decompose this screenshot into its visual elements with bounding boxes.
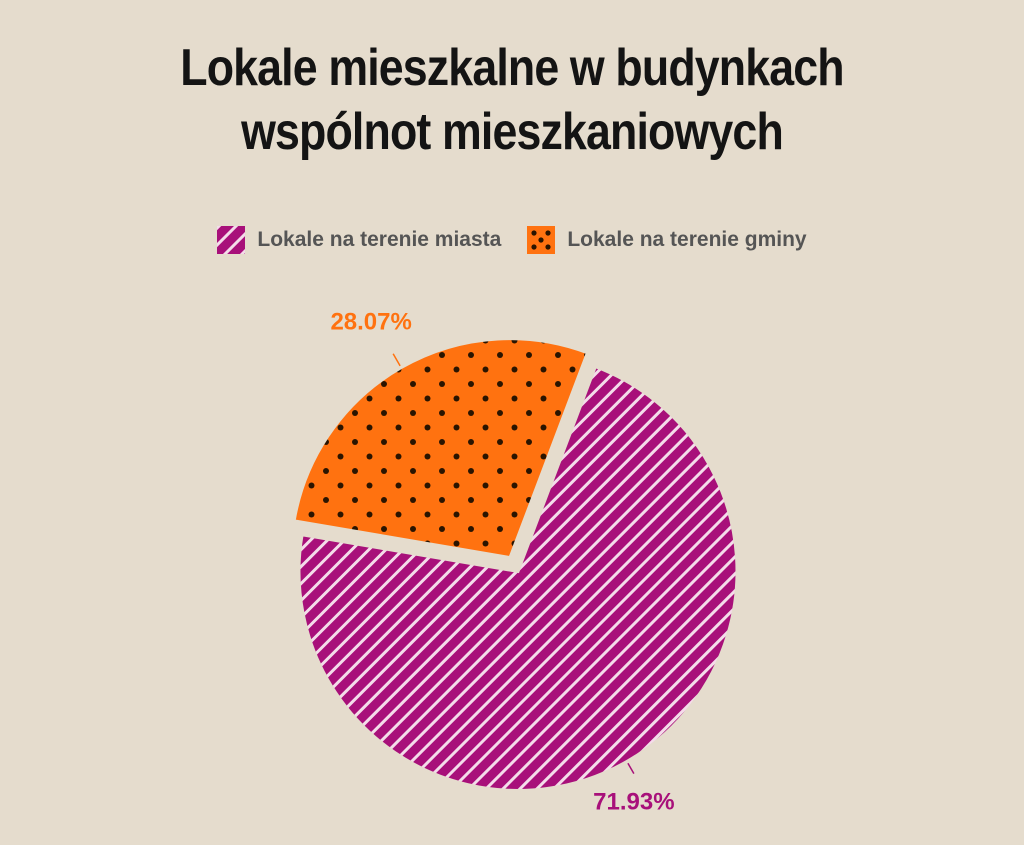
- leader-line-gminy: [392, 353, 401, 367]
- chart-title: Lokale mieszkalne w budynkach wspólnot m…: [72, 36, 953, 164]
- legend-item-gminy[interactable]: Lokale na terenie gminy: [527, 226, 807, 254]
- leader-line-miasta: [627, 762, 635, 774]
- data-label-miasta: 71.93%: [593, 789, 674, 816]
- chart-title-line-1: Lokale mieszkalne w budynkach: [180, 39, 844, 97]
- pie-slice-gminy[interactable]: [292, 337, 590, 560]
- legend-swatch-miasta: [217, 226, 246, 254]
- pie-labels: 71.93% 28.07%: [330, 309, 674, 816]
- pie-slice-miasta[interactable]: [297, 364, 739, 792]
- chart-title-line-2: wspólnot mieszkaniowych: [241, 103, 784, 161]
- legend-item-miasta[interactable]: Lokale na terenie miasta: [217, 226, 501, 254]
- chart-legend: Lokale na terenie miasta Lokale na teren…: [0, 226, 1024, 254]
- pie-slices: [292, 337, 739, 792]
- legend-label-gminy: Lokale na terenie gminy: [567, 228, 807, 251]
- legend-label-miasta: Lokale na terenie miasta: [257, 228, 502, 251]
- data-label-gminy: 28.07%: [330, 309, 411, 336]
- legend-swatch-gminy: [527, 226, 556, 254]
